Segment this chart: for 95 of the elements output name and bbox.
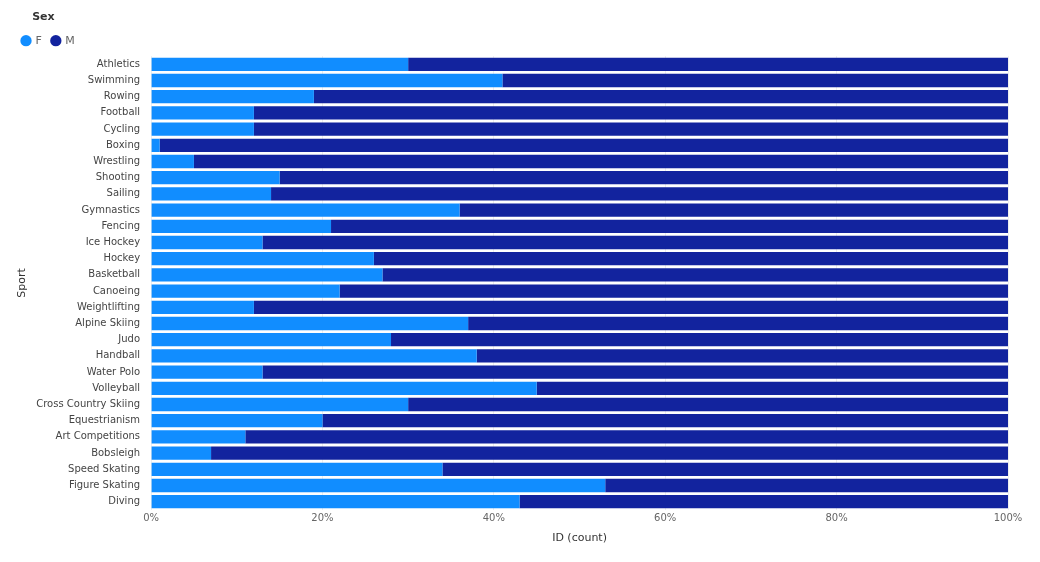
bar — [279, 171, 1008, 185]
bar — [382, 268, 1008, 282]
bar — [151, 268, 383, 282]
y-tick-label: Bobsleigh — [91, 446, 141, 458]
bar — [151, 414, 323, 428]
bar — [331, 219, 1008, 233]
bar — [211, 446, 1008, 460]
legend-title: Sex — [32, 10, 55, 24]
bar — [151, 252, 374, 266]
y-tick-label: Fencing — [101, 219, 141, 231]
bar — [151, 495, 520, 509]
x-tick-label: 80% — [825, 512, 848, 524]
bar — [151, 219, 332, 233]
y-tick-label: Basketball — [88, 268, 141, 280]
bar — [253, 122, 1008, 136]
bar — [408, 57, 1008, 71]
y-axis-title: Sport — [15, 267, 29, 298]
bar — [151, 478, 606, 493]
x-tick-label: 100% — [993, 512, 1023, 524]
bar — [262, 235, 1008, 250]
bar — [151, 235, 263, 250]
y-tick-label: Diving — [108, 495, 141, 507]
bar — [253, 106, 1008, 120]
bar — [536, 381, 1008, 395]
bar — [151, 284, 340, 298]
bar — [271, 187, 1008, 201]
bar — [151, 333, 392, 347]
bar — [159, 138, 1008, 152]
bar — [391, 333, 1008, 347]
bar — [605, 478, 1008, 493]
bar — [193, 154, 1008, 169]
bar — [373, 252, 1008, 266]
bar — [245, 430, 1008, 444]
bar — [151, 300, 254, 314]
y-tick-label: Boxing — [106, 138, 141, 150]
bar — [151, 316, 469, 331]
y-tick-label: Rowing — [103, 90, 141, 102]
bar — [459, 203, 1008, 217]
y-tick-label: Speed Skating — [68, 462, 141, 474]
x-tick-label: 20% — [311, 512, 334, 524]
bar — [253, 300, 1008, 314]
bar — [151, 430, 246, 444]
bar — [519, 495, 1008, 509]
bar — [151, 122, 254, 136]
y-tick-label: Hockey — [103, 252, 141, 264]
y-tick-label: Art Competitions — [55, 430, 141, 442]
bar — [151, 446, 212, 460]
y-tick-label: Athletics — [96, 57, 141, 69]
bar — [151, 106, 254, 120]
y-tick-label: Judo — [117, 333, 141, 345]
y-tick-label: Weightlifting — [76, 300, 141, 312]
bar — [408, 397, 1008, 412]
bar — [151, 73, 503, 88]
legend-label: M — [65, 33, 75, 47]
bar — [151, 381, 537, 395]
bar — [476, 349, 1008, 363]
y-tick-label: Ice Hockey — [85, 236, 141, 248]
y-tick-label: Equestrianism — [68, 414, 141, 426]
x-tick-label: 40% — [482, 512, 505, 524]
legend-label: F — [35, 33, 42, 47]
x-axis-title: ID (count) — [552, 531, 607, 545]
bar — [322, 414, 1008, 428]
bar — [151, 462, 443, 476]
bar — [262, 365, 1008, 379]
y-tick-label: Cycling — [103, 122, 141, 134]
y-tick-label: Shooting — [95, 171, 141, 183]
bar — [151, 187, 272, 201]
bar — [502, 73, 1008, 88]
y-tick-label: Gymnastics — [81, 203, 141, 215]
x-tick-label: 0% — [143, 512, 160, 524]
x-tick-label: 60% — [654, 512, 677, 524]
bar — [151, 365, 263, 379]
bar — [442, 462, 1008, 476]
bar — [151, 349, 477, 363]
bar — [151, 154, 194, 169]
bar — [151, 203, 460, 217]
y-tick-label: Figure Skating — [68, 479, 141, 491]
bar — [313, 90, 1008, 104]
y-tick-label: Swimming — [87, 74, 141, 86]
y-tick-label: Volleyball — [92, 381, 141, 393]
y-tick-label: Alpine Skiing — [75, 317, 141, 329]
y-tick-label: Water Polo — [86, 365, 141, 377]
bar — [151, 138, 160, 152]
bar — [339, 284, 1008, 298]
bar — [468, 316, 1008, 331]
bar — [151, 397, 409, 412]
y-tick-label: Wrestling — [93, 155, 141, 167]
bar — [151, 171, 280, 185]
y-tick-label: Sailing — [106, 187, 141, 199]
bar — [151, 57, 409, 71]
y-tick-label: Handball — [95, 349, 141, 361]
y-tick-label: Cross Country Skiing — [36, 398, 141, 410]
bar — [151, 90, 314, 104]
y-tick-label: Football — [100, 106, 141, 118]
y-tick-label: Canoeing — [92, 284, 141, 296]
